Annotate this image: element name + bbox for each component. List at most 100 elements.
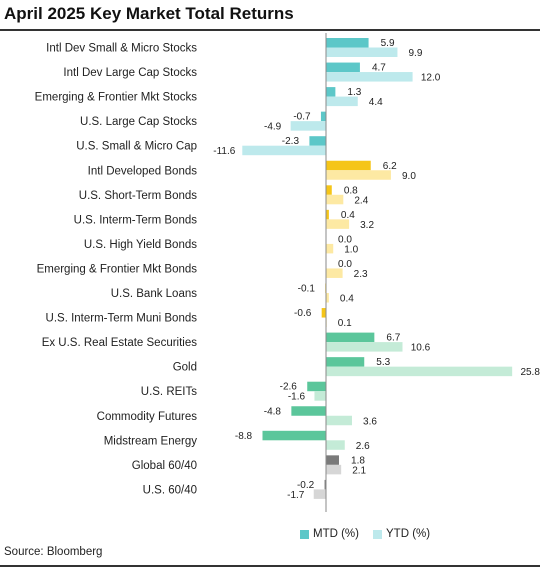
ytd-bar (326, 293, 329, 303)
mtd-bar (326, 160, 371, 171)
ytd-bar (242, 145, 326, 156)
mtd-value-label: -2.6 (280, 382, 298, 393)
legend-item-mtd: MTD (%) (300, 528, 359, 540)
mtd-value-label: 5.3 (376, 357, 390, 368)
category-label: U.S. REITs (141, 386, 197, 398)
mtd-bar (291, 406, 326, 416)
ytd-bar (326, 194, 344, 205)
mtd-value-label: 0.4 (341, 210, 355, 221)
ytd-bar (326, 170, 391, 180)
ytd-value-label: 2.1 (352, 465, 366, 476)
top-divider (0, 29, 540, 31)
mtd-bar (326, 209, 329, 220)
category-label: U.S. Interm-Term Bonds (74, 214, 198, 226)
legend-label-ytd: YTD (%) (386, 528, 431, 540)
ytd-bar (326, 366, 513, 377)
category-label: Midstream Energy (104, 435, 198, 447)
mtd-bar (326, 38, 369, 48)
mtd-value-label: 1.8 (351, 455, 365, 466)
mtd-bar (320, 111, 326, 122)
category-label: Emerging & Frontier Mkt Bonds (37, 263, 198, 275)
mtd-value-label: 0.0 (338, 259, 352, 270)
category-label: U.S. Small & Micro Cap (76, 141, 197, 153)
ytd-value-label: -4.9 (264, 122, 282, 133)
mtd-value-label: 1.3 (347, 87, 361, 98)
source-note: Source: Bloomberg (4, 546, 103, 558)
mtd-bar (321, 308, 326, 318)
mtd-bar (326, 357, 365, 367)
mtd-bar (324, 479, 326, 490)
ytd-bar (290, 121, 326, 131)
category-label: U.S. 60/40 (143, 484, 197, 496)
ytd-value-label: 9.0 (402, 171, 416, 182)
mtd-bar (307, 381, 326, 392)
category-label: Emerging & Frontier Mkt Stocks (35, 92, 198, 104)
category-label: Intl Developed Bonds (88, 165, 198, 177)
ytd-bar (314, 391, 326, 401)
category-label: U.S. High Yield Bonds (84, 239, 197, 251)
mtd-value-label: -0.2 (297, 480, 315, 491)
ytd-value-label: 25.8 (520, 367, 540, 378)
mtd-bar (262, 430, 326, 441)
category-label: Gold (173, 362, 197, 374)
mtd-value-label: 0.0 (338, 234, 352, 245)
category-label: Intl Dev Small & Micro Stocks (46, 43, 197, 55)
mtd-value-label: -8.8 (235, 431, 253, 442)
bottom-divider (0, 565, 540, 567)
mtd-value-label: 4.7 (372, 63, 386, 74)
mtd-value-label: 5.9 (381, 38, 395, 49)
mtd-bar (326, 455, 339, 465)
legend-swatch-mtd (300, 529, 309, 539)
ytd-value-label: 9.9 (408, 48, 422, 59)
ytd-value-label: 12.0 (421, 73, 441, 84)
category-label: Global 60/40 (132, 460, 197, 472)
category-label: Ex U.S. Real Estate Securities (42, 337, 198, 349)
ytd-bar (326, 243, 334, 254)
category-label: U.S. Interm-Term Muni Bonds (46, 313, 198, 325)
mtd-bar (326, 185, 332, 195)
mtd-value-label: -0.1 (298, 284, 316, 295)
ytd-value-label: 10.6 (411, 343, 431, 354)
ytd-value-label: 3.2 (360, 220, 374, 231)
ytd-bar (326, 219, 350, 229)
ytd-value-label: -1.6 (288, 392, 306, 403)
ytd-value-label: 4.4 (369, 97, 383, 108)
category-label: U.S. Bank Loans (111, 288, 198, 300)
ytd-value-label: 2.4 (354, 195, 368, 206)
legend-label-mtd: MTD (%) (313, 528, 359, 540)
ytd-value-label: 2.3 (354, 269, 368, 280)
ytd-bar (326, 47, 398, 57)
ytd-value-label: -1.7 (287, 490, 305, 501)
ytd-value-label: 3.6 (363, 416, 377, 427)
ytd-bar (326, 72, 413, 82)
category-label: Intl Dev Large Cap Stocks (63, 67, 197, 79)
mtd-value-label: -0.7 (293, 112, 311, 123)
chart-title: April 2025 Key Market Total Returns (4, 4, 294, 23)
legend-swatch-ytd (373, 529, 382, 539)
mtd-value-label: 0.8 (344, 185, 358, 196)
mtd-bar (326, 332, 375, 343)
mtd-value-label: 6.7 (386, 333, 400, 344)
mtd-value-label: -2.3 (282, 136, 300, 147)
category-label: U.S. Large Cap Stocks (80, 116, 197, 128)
ytd-value-label: 0.4 (340, 294, 354, 305)
bar-chart: Intl Dev Small & Micro Stocks 5.9 9.9 Intl … (35, 33, 540, 512)
mtd-bar (326, 87, 336, 97)
ytd-bar (326, 342, 403, 352)
ytd-bar (326, 268, 343, 278)
mtd-value-label: -0.6 (294, 308, 312, 319)
chart-legend: MTD (%) YTD (%) (300, 528, 438, 540)
ytd-value-label: 2.6 (356, 441, 370, 452)
ytd-value-label: -11.6 (213, 146, 235, 157)
ytd-bar (313, 489, 326, 499)
ytd-bar (326, 464, 342, 475)
ytd-bar (326, 96, 358, 107)
category-label: Commodity Futures (97, 411, 198, 423)
ytd-bar (326, 415, 352, 426)
category-label: U.S. Short-Term Bonds (79, 190, 197, 202)
ytd-bar (326, 440, 345, 450)
mtd-value-label: 6.2 (383, 161, 397, 172)
mtd-bar (326, 62, 360, 73)
ytd-value-label: 0.1 (338, 318, 352, 329)
